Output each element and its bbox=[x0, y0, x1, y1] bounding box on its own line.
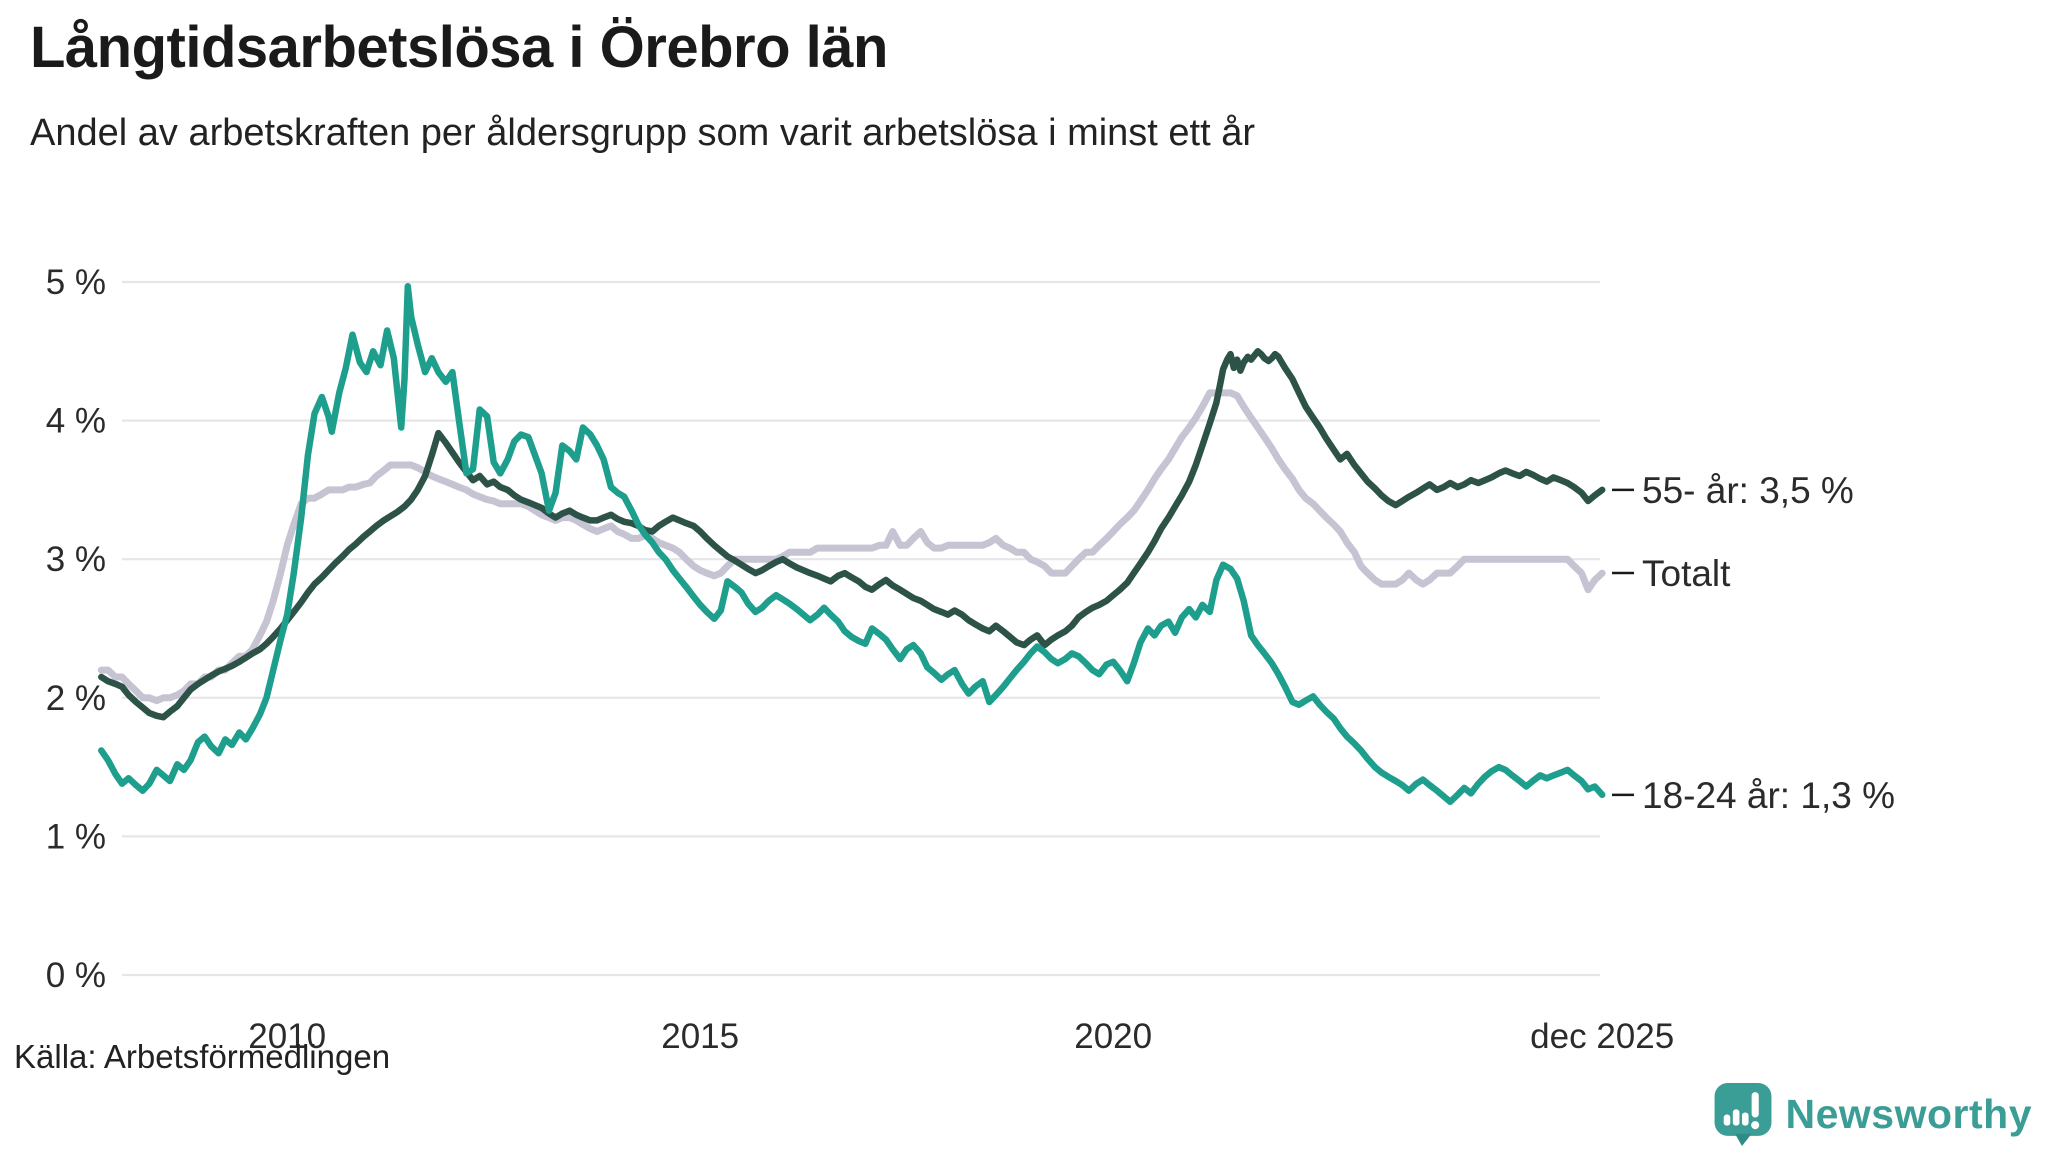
y-tick-label: 5 % bbox=[46, 263, 106, 302]
y-tick-label: 4 % bbox=[46, 402, 106, 441]
series-end-label: Totalt bbox=[1642, 553, 1731, 594]
page-subtitle: Andel av arbetskraften per åldersgrupp s… bbox=[30, 112, 1256, 154]
y-tick-label: 1 % bbox=[46, 817, 106, 856]
x-tick-label: 2015 bbox=[661, 1017, 739, 1056]
brand-wordmark: Newsworthy bbox=[1785, 1091, 2032, 1137]
series-line-55- år bbox=[98, 348, 1606, 721]
y-tick-label: 0 % bbox=[46, 956, 106, 995]
source-note: Källa: Arbetsförmedlingen bbox=[14, 1038, 391, 1075]
series-end-label: 55- år: 3,5 % bbox=[1642, 470, 1854, 511]
y-tick-label: 3 % bbox=[46, 540, 106, 579]
x-tick-label: 2010 bbox=[248, 1017, 326, 1056]
x-tick-label: dec 2025 bbox=[1530, 1017, 1674, 1056]
y-tick-label: 2 % bbox=[46, 679, 106, 718]
newsworthy-logo-icon bbox=[1714, 1083, 1771, 1146]
series-end-label: 18-24 år: 1,3 % bbox=[1642, 775, 1895, 816]
page-title: Långtidsarbetslösa i Örebro län bbox=[30, 15, 888, 80]
series-line-Totalt bbox=[97, 389, 1606, 705]
x-tick-label: 2020 bbox=[1074, 1017, 1152, 1056]
series-line-18-24 år bbox=[98, 282, 1606, 806]
newsworthy-logo: Newsworthy bbox=[1714, 1083, 2033, 1146]
